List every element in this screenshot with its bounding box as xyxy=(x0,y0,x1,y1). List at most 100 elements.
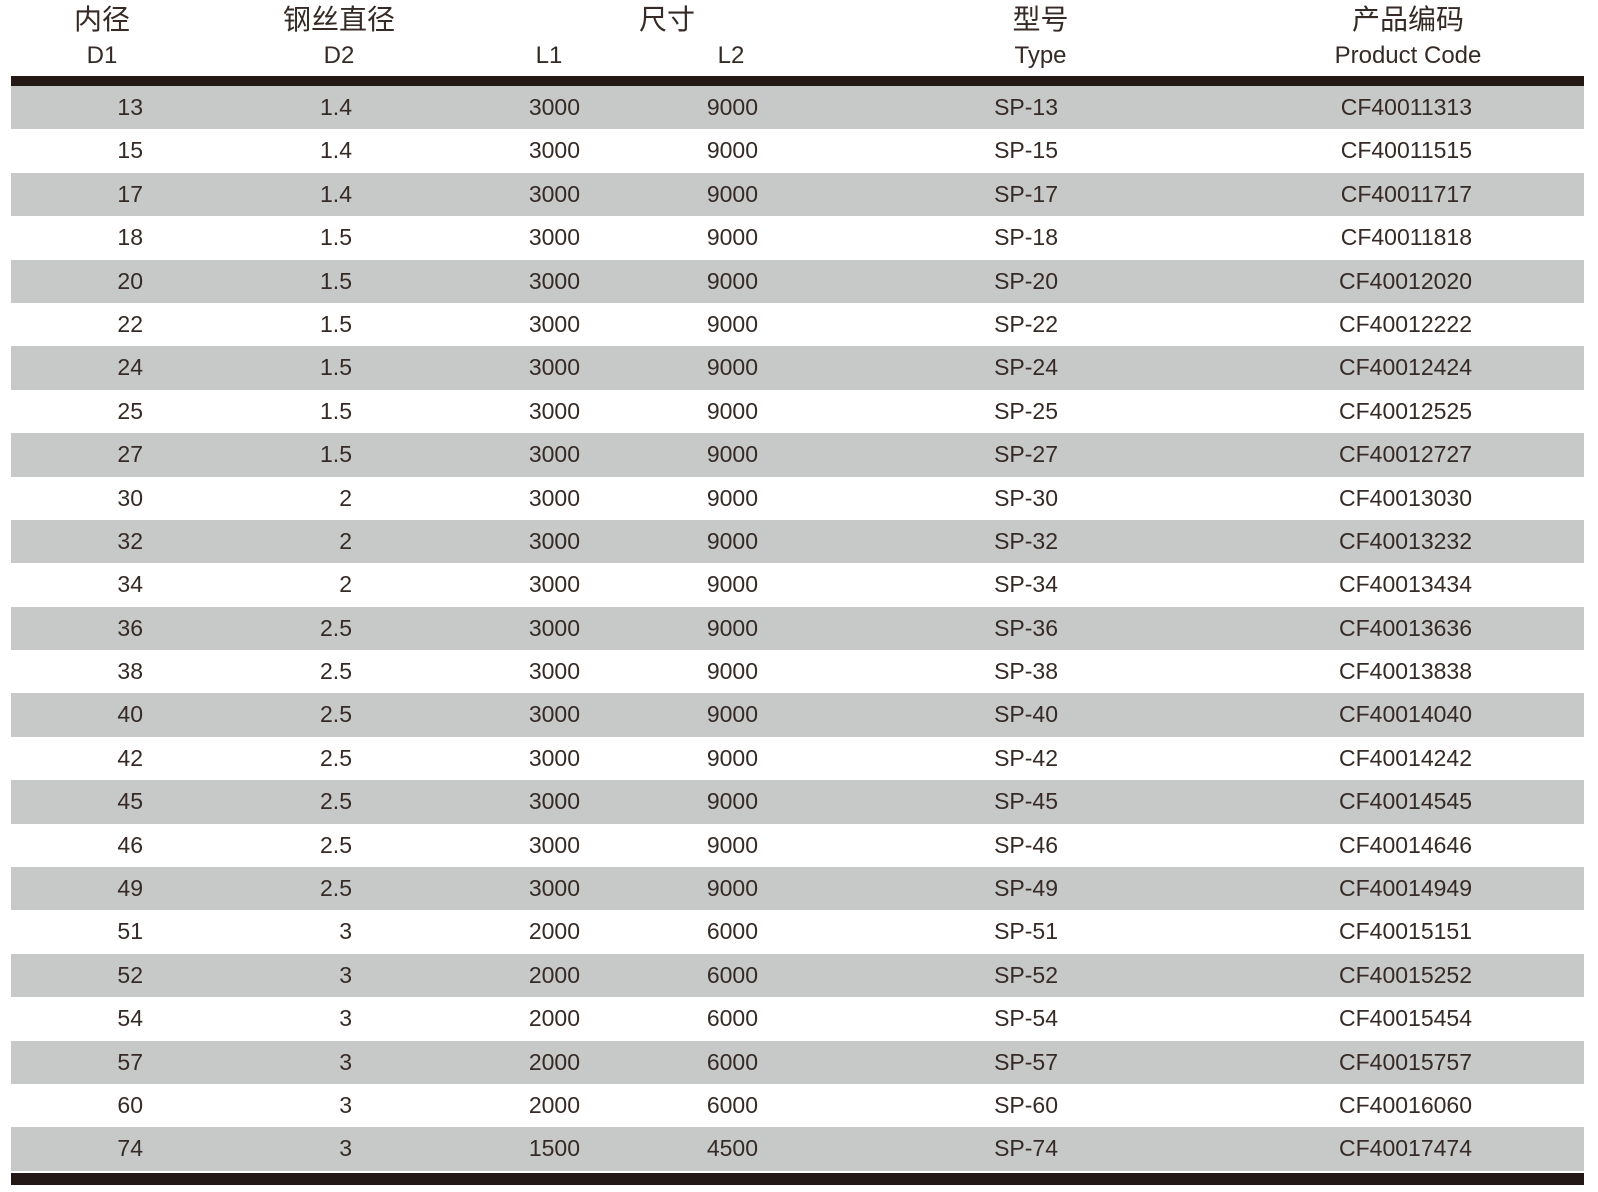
cell-d2: 1.5 xyxy=(320,354,352,381)
cell-d2: 1.4 xyxy=(320,137,352,164)
cell-product-code: CF40013030 xyxy=(1339,484,1472,511)
cell-product-code: CF40012727 xyxy=(1339,441,1472,468)
table-row: 20 1.5 3000 9000 SP-20 CF40012020 xyxy=(11,259,1584,303)
cell-l1: 2000 xyxy=(528,1005,580,1032)
cell-l1: 3000 xyxy=(528,614,580,641)
cell-d1: 60 xyxy=(117,1091,143,1118)
cell-product-code: CF40016060 xyxy=(1339,1091,1472,1118)
cell-d2: 2 xyxy=(339,484,352,511)
cell-d2: 3 xyxy=(339,961,352,988)
cell-d2: 3 xyxy=(339,1135,352,1162)
cell-type: SP-17 xyxy=(994,180,1058,207)
cell-product-code: CF40014949 xyxy=(1339,875,1472,902)
cell-l2: 9000 xyxy=(706,224,758,251)
cell-d2: 1.5 xyxy=(320,310,352,337)
cell-l1: 3000 xyxy=(528,441,580,468)
cell-type: SP-13 xyxy=(994,94,1058,120)
cell-type: SP-49 xyxy=(994,875,1058,902)
table-row: 49 2.5 3000 9000 SP-49 CF40014949 xyxy=(11,867,1584,911)
table-row: 34 2 3000 9000 SP-34 CF40013434 xyxy=(11,563,1584,607)
cell-l2: 9000 xyxy=(706,527,758,554)
cell-l1: 3000 xyxy=(528,354,580,381)
cell-d2: 2.5 xyxy=(320,875,352,902)
cell-d2: 1.5 xyxy=(320,224,352,251)
cell-product-code: CF40014545 xyxy=(1339,788,1472,815)
table-row: 60 3 2000 6000 SP-60 CF40016060 xyxy=(11,1083,1584,1128)
cell-d2: 2 xyxy=(339,527,352,554)
cell-d1: 20 xyxy=(117,267,143,294)
cell-l1: 2000 xyxy=(528,918,580,945)
cell-l2: 9000 xyxy=(706,94,758,120)
cell-l2: 6000 xyxy=(706,1005,758,1032)
table-row: 38 2.5 3000 9000 SP-38 CF40013838 xyxy=(11,650,1584,694)
cell-d2: 1.5 xyxy=(320,441,352,468)
cell-d1: 25 xyxy=(117,397,143,424)
cell-l2: 9000 xyxy=(706,441,758,468)
table-row: 30 2 3000 9000 SP-30 CF40013030 xyxy=(11,476,1584,520)
cell-d2: 2.5 xyxy=(320,658,352,685)
header-l1: L1 xyxy=(535,42,563,69)
cell-l1: 3000 xyxy=(528,310,580,337)
table-row: 27 1.5 3000 9000 SP-27 CF40012727 xyxy=(11,433,1584,477)
cell-l2: 9000 xyxy=(706,788,758,815)
cell-l2: 9000 xyxy=(706,137,758,164)
cell-l2: 9000 xyxy=(706,614,758,641)
cell-d2: 2.5 xyxy=(320,614,352,641)
header-divider-bar xyxy=(11,76,1584,86)
cell-product-code: CF40012222 xyxy=(1339,310,1472,337)
cell-d1: 18 xyxy=(117,224,143,251)
product-spec-table: 内径 钢丝直径 尺寸 型号 产品编码 D1 D2 L1 L2 Type Prod… xyxy=(11,0,1584,1185)
cell-type: SP-46 xyxy=(994,831,1058,858)
cell-d2: 2.5 xyxy=(320,788,352,815)
cell-type: SP-74 xyxy=(994,1135,1058,1162)
cell-product-code: CF40014646 xyxy=(1339,831,1472,858)
cell-l2: 9000 xyxy=(706,571,758,598)
cell-type: SP-54 xyxy=(994,1005,1058,1032)
table-row: 25 1.5 3000 9000 SP-25 CF40012525 xyxy=(11,389,1584,434)
table-row: 57 3 2000 6000 SP-57 CF40015757 xyxy=(11,1040,1584,1084)
cell-type: SP-52 xyxy=(994,961,1058,988)
cell-type: SP-22 xyxy=(994,310,1058,337)
cell-d2: 2.5 xyxy=(320,831,352,858)
cell-d1: 74 xyxy=(117,1135,143,1162)
cell-type: SP-42 xyxy=(994,744,1058,771)
table-row: 22 1.5 3000 9000 SP-22 CF40012222 xyxy=(11,302,1584,347)
cell-l2: 6000 xyxy=(706,1048,758,1075)
cell-product-code: CF40013434 xyxy=(1339,571,1472,598)
cell-type: SP-45 xyxy=(994,788,1058,815)
cell-l1: 3000 xyxy=(528,267,580,294)
cell-d1: 42 xyxy=(117,744,143,771)
cell-type: SP-32 xyxy=(994,527,1058,554)
table-header: 内径 钢丝直径 尺寸 型号 产品编码 D1 D2 L1 L2 Type Prod… xyxy=(11,0,1584,76)
cell-l1: 3000 xyxy=(528,658,580,685)
cell-d1: 38 xyxy=(117,658,143,685)
cell-l1: 3000 xyxy=(528,571,580,598)
cell-d1: 52 xyxy=(117,961,143,988)
cell-l2: 6000 xyxy=(706,1091,758,1118)
table-row: 24 1.5 3000 9000 SP-24 CF40012424 xyxy=(11,346,1584,390)
cell-l2: 9000 xyxy=(706,267,758,294)
header-wire-diameter-cn: 钢丝直径 xyxy=(282,4,395,35)
cell-l1: 1500 xyxy=(528,1135,580,1162)
cell-l2: 9000 xyxy=(706,831,758,858)
cell-l2: 9000 xyxy=(706,875,758,902)
cell-l1: 3000 xyxy=(528,744,580,771)
cell-d1: 49 xyxy=(117,875,143,902)
cell-product-code: CF40012020 xyxy=(1339,267,1472,294)
cell-d2: 3 xyxy=(339,918,352,945)
cell-d1: 15 xyxy=(117,137,143,164)
header-row-sub: D1 D2 L1 L2 Type Product Code xyxy=(11,38,1584,76)
cell-product-code: CF40015454 xyxy=(1339,1005,1472,1032)
cell-l2: 9000 xyxy=(706,180,758,207)
bottom-border-bar xyxy=(11,1172,1584,1185)
table-row: 13 1.4 3000 9000 SP-13 CF40011313 xyxy=(11,86,1584,130)
cell-d1: 46 xyxy=(117,831,143,858)
cell-l1: 3000 xyxy=(528,701,580,728)
header-size-cn: 尺寸 xyxy=(638,4,695,35)
header-l2: L2 xyxy=(717,42,745,69)
cell-l1: 2000 xyxy=(528,1048,580,1075)
cell-type: SP-18 xyxy=(994,224,1058,251)
header-row-chinese: 内径 钢丝直径 尺寸 型号 产品编码 xyxy=(11,0,1584,38)
cell-type: SP-15 xyxy=(994,137,1058,164)
cell-product-code: CF40014040 xyxy=(1339,701,1472,728)
